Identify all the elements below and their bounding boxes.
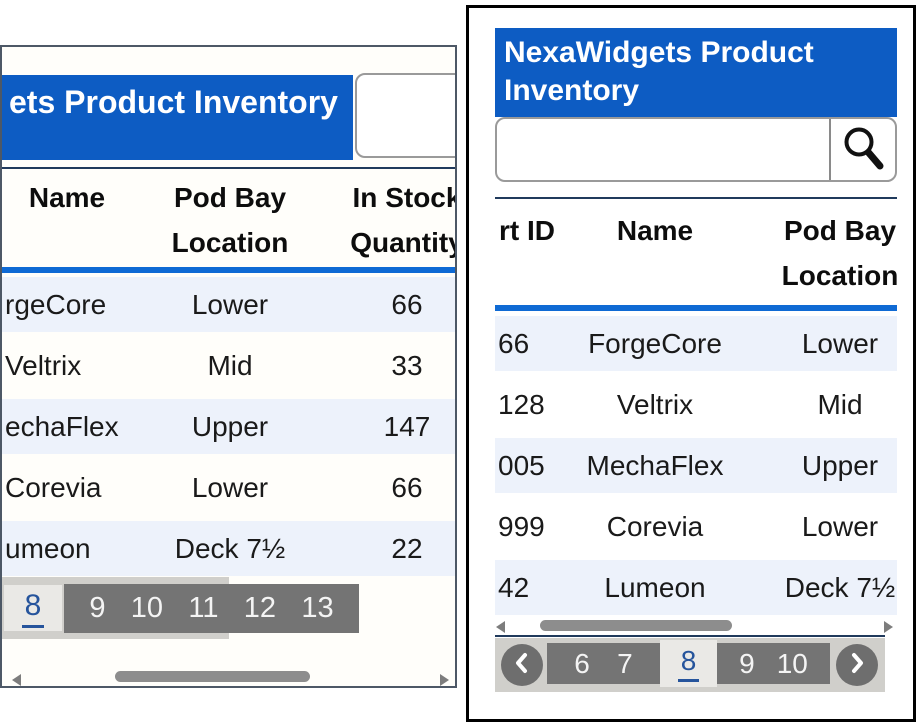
search-divider [829,119,831,180]
narrow-panel-viewport: NexaWidgets Product Inventory rt [469,8,913,719]
column-header-in-stock-quantity: In Stock Quantity [350,182,455,258]
scroll-left-arrow-icon[interactable] [496,621,505,633]
table-top-border [2,167,455,169]
cell-name: rgeCore [5,289,107,320]
page-number-strip: 6 7 [547,643,660,684]
horizontal-scrollbar-thumb[interactable] [540,620,732,631]
magnifier-icon [840,125,886,174]
table-row: echaFlex Upper 147 [2,396,455,457]
cell-name: Veltrix [5,350,82,381]
previous-page-button[interactable] [501,644,543,686]
scroll-right-arrow-icon[interactable] [884,621,893,633]
cell-name: Veltrix [616,389,694,420]
column-header-pod-bay-location: Pod Bay Location [781,215,897,291]
app-title-banner: ets Product Inventory [2,75,353,160]
page-title: NexaWidgets Product Inventory [504,36,814,107]
cell-location: Upper [191,411,269,442]
inventory-panel-wide: ets Product Inventory Name Pod Bay Locat… [0,45,457,688]
page-link-10[interactable]: 10 [130,592,164,624]
table-row: 66 ForgeCore Lower [495,313,897,374]
cell-quantity: 22 [391,533,423,564]
cell-part-id: 999 [498,511,545,542]
scroll-right-arrow-icon[interactable] [440,674,449,686]
cell-name: Corevia [606,511,704,542]
cell-location: Mid [817,389,863,420]
page-link-6[interactable]: 6 [574,647,590,679]
table-row: 999 Corevia Lower [495,496,897,557]
cell-quantity: 33 [391,350,423,381]
next-page-button[interactable] [836,644,878,686]
page-link-10[interactable]: 10 [776,647,808,679]
current-page-indicator: 8 [4,585,62,631]
cell-name: ForgeCore [588,328,722,359]
table-row: umeon Deck 7½ 22 [2,518,455,579]
page-link-11[interactable]: 11 [188,592,219,624]
row-highlight [495,560,897,615]
cell-part-id: 005 [498,450,545,481]
search-button[interactable] [831,119,895,180]
cell-name: Lumeon [604,572,706,603]
app-title-banner: NexaWidgets Product Inventory [495,28,897,117]
header-divider [2,267,455,273]
wide-panel-viewport: ets Product Inventory Name Pod Bay Locat… [2,47,455,686]
search-input[interactable] [355,73,455,158]
current-page-number: 8 [21,589,45,628]
row-highlight [2,521,455,576]
cell-location: Deck 7½ [174,533,286,564]
cell-quantity: 66 [391,289,423,320]
column-header-name: Name [28,182,106,213]
cell-part-id: 128 [498,389,545,420]
column-header-pod-bay-location: Pod Bay Location [171,182,289,258]
table-row: Corevia Lower 66 [2,457,455,518]
search-bar [495,117,897,182]
chevron-left-icon [513,652,531,679]
chevron-right-icon [848,652,866,679]
cell-part-id: 66 [498,328,530,359]
page-link-9[interactable]: 9 [89,592,106,624]
cell-quantity: 147 [383,411,431,442]
cell-location: Lower [191,472,269,503]
search-input[interactable] [497,119,843,180]
horizontal-scrollbar-thumb[interactable] [115,671,310,682]
table-row: Veltrix Mid 33 [2,335,455,396]
cell-quantity: 66 [391,472,423,503]
current-page-number: 8 [677,645,700,682]
cell-location: Lower [801,328,879,359]
table-row: 128 Veltrix Mid [495,374,897,435]
row-highlight [2,399,455,454]
table-row: rgeCore Lower 66 [2,274,455,335]
column-header-name: Name [616,215,694,246]
cell-location: Lower [801,511,879,542]
cell-location: Lower [191,289,269,320]
row-highlight [2,277,455,332]
scroll-left-arrow-icon[interactable] [12,674,21,686]
row-highlight [495,438,897,493]
page-link-12[interactable]: 12 [243,592,277,624]
inventory-panel-narrow: NexaWidgets Product Inventory rt [466,5,916,722]
row-highlight [495,316,897,371]
cell-name: MechaFlex [586,450,724,481]
page-number-strip: 9 10 11 12 13 [64,584,359,633]
column-header-part-id: rt ID [499,215,555,246]
header-divider [495,305,897,311]
cell-location: Upper [801,450,879,481]
pager-top-border [495,635,885,637]
cell-part-id: 42 [498,572,530,603]
page-link-13[interactable]: 13 [301,592,334,624]
cell-location: Deck 7½ [784,572,896,603]
cell-name: echaFlex [5,411,119,442]
table-scroll-area: rt ID Name Pod Bay Location 66 ForgeCore… [495,208,897,620]
page-number-strip: 9 10 [717,643,830,684]
table-row: 005 MechaFlex Upper [495,435,897,496]
page-link-9[interactable]: 9 [739,647,755,679]
table-row: 42 Lumeon Deck 7½ [495,557,897,618]
page-link-7[interactable]: 7 [617,647,633,679]
current-page-indicator: 8 [660,640,717,687]
page-title: ets Product Inventory [9,84,338,120]
table-top-border [495,197,897,199]
cell-name: Corevia [5,472,102,503]
cell-name: umeon [5,533,91,564]
cell-location: Mid [207,350,253,381]
